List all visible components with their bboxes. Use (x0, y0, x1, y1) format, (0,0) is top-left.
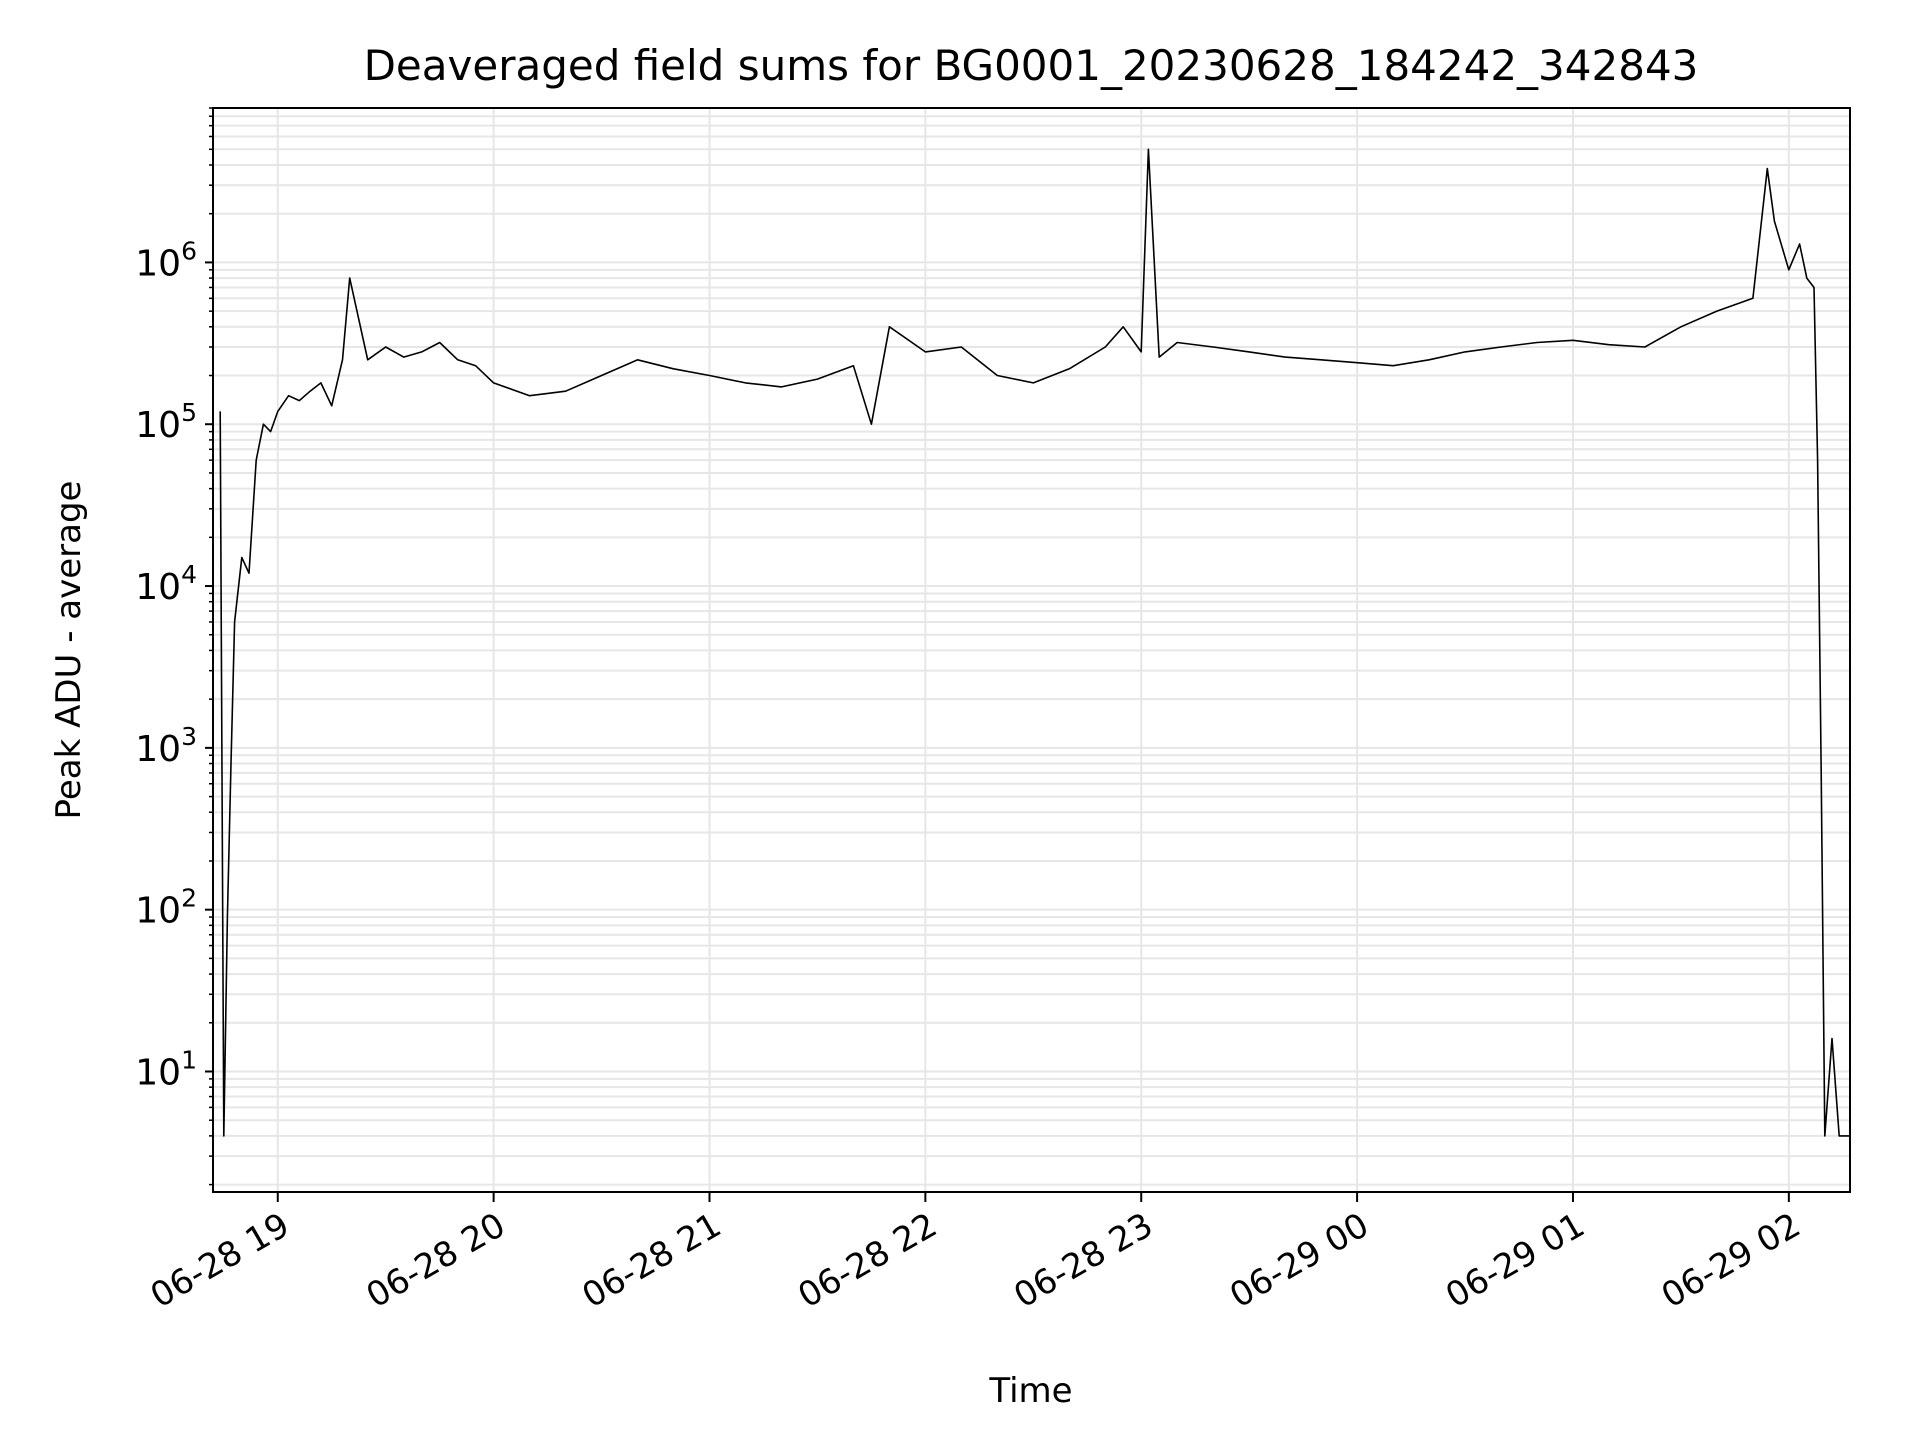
y-tick-label: 105 (135, 398, 197, 446)
y-tick-label: 101 (135, 1045, 197, 1093)
y-tick-label: 103 (135, 722, 197, 770)
y-axis-label: Peak ADU - average (49, 481, 89, 820)
chart-title: Deaveraged field sums for BG0001_2023062… (364, 41, 1699, 90)
y-tick-label: 104 (135, 560, 197, 608)
y-axis: 101 102 103 104 105 106 (135, 107, 213, 1186)
plot-area (219, 148, 1850, 1137)
x-axis-label: Time (988, 1371, 1072, 1411)
y-tick-label: 102 (135, 884, 197, 932)
series-line (219, 148, 1850, 1137)
grid (213, 107, 1850, 1192)
y-tick-label: 106 (135, 236, 197, 284)
